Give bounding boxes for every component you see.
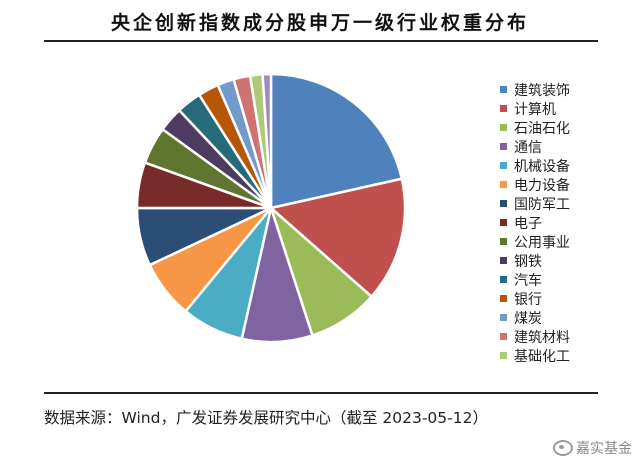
legend-swatch — [500, 219, 507, 226]
bottom-divider — [44, 392, 598, 394]
legend-swatch — [500, 105, 507, 112]
legend-swatch — [500, 200, 507, 207]
legend-label: 机械设备 — [514, 158, 570, 175]
legend-swatch — [500, 86, 507, 93]
legend-label: 煤炭 — [514, 310, 542, 327]
weibo-logo-icon — [553, 440, 573, 456]
pie-slice-2 — [269, 177, 407, 298]
legend-swatch — [500, 314, 507, 321]
legend-swatch — [500, 162, 507, 169]
source-note: 数据来源：Wind，广发证券发展研究中心（截至 2023-05-12） — [44, 409, 488, 427]
pie-slice-16 — [261, 72, 273, 210]
legend-label: 基础化工 — [514, 348, 570, 365]
chart-legend: 建筑装饰计算机石油石化通信机械设备电力设备国防军工电子公用事业钢铁汽车银行煤炭建… — [500, 80, 570, 365]
pie-chart — [135, 72, 407, 344]
pie-slice-1 — [269, 72, 404, 210]
legend-item: 电子 — [500, 213, 570, 232]
legend-swatch — [500, 238, 507, 245]
legend-item: 通信 — [500, 137, 570, 156]
top-divider — [44, 40, 598, 42]
legend-swatch — [500, 333, 507, 340]
legend-item: 公用事业 — [500, 232, 570, 251]
legend-label: 汽车 — [514, 272, 542, 289]
legend-label: 国防军工 — [514, 196, 570, 213]
legend-swatch — [500, 295, 507, 302]
legend-swatch — [500, 181, 507, 188]
legend-item: 银行 — [500, 289, 570, 308]
legend-swatch — [500, 352, 507, 359]
legend-item: 建筑材料 — [500, 327, 570, 346]
legend-label: 建筑装饰 — [514, 82, 570, 99]
legend-label: 电力设备 — [514, 177, 570, 194]
legend-item: 机械设备 — [500, 156, 570, 175]
legend-item: 电力设备 — [500, 175, 570, 194]
legend-item: 计算机 — [500, 99, 570, 118]
legend-label: 石油石化 — [514, 120, 570, 137]
legend-item: 基础化工 — [500, 346, 570, 365]
legend-label: 银行 — [514, 291, 542, 308]
legend-swatch — [500, 276, 507, 283]
legend-item: 汽车 — [500, 270, 570, 289]
legend-item: 国防军工 — [500, 194, 570, 213]
legend-swatch — [500, 143, 507, 150]
legend-label: 钢铁 — [514, 253, 542, 270]
watermark: 嘉实基金 — [553, 438, 632, 458]
legend-item: 钢铁 — [500, 251, 570, 270]
legend-swatch — [500, 257, 507, 264]
legend-item: 煤炭 — [500, 308, 570, 327]
legend-item: 建筑装饰 — [500, 80, 570, 99]
legend-item: 石油石化 — [500, 118, 570, 137]
legend-label: 电子 — [514, 215, 542, 232]
legend-label: 建筑材料 — [514, 329, 570, 346]
legend-label: 通信 — [514, 139, 542, 156]
legend-label: 计算机 — [514, 101, 556, 118]
legend-label: 公用事业 — [514, 234, 570, 251]
chart-title: 央企创新指数成分股申万一级行业权重分布 — [110, 12, 529, 34]
legend-swatch — [500, 124, 507, 131]
watermark-text: 嘉实基金 — [576, 441, 632, 457]
